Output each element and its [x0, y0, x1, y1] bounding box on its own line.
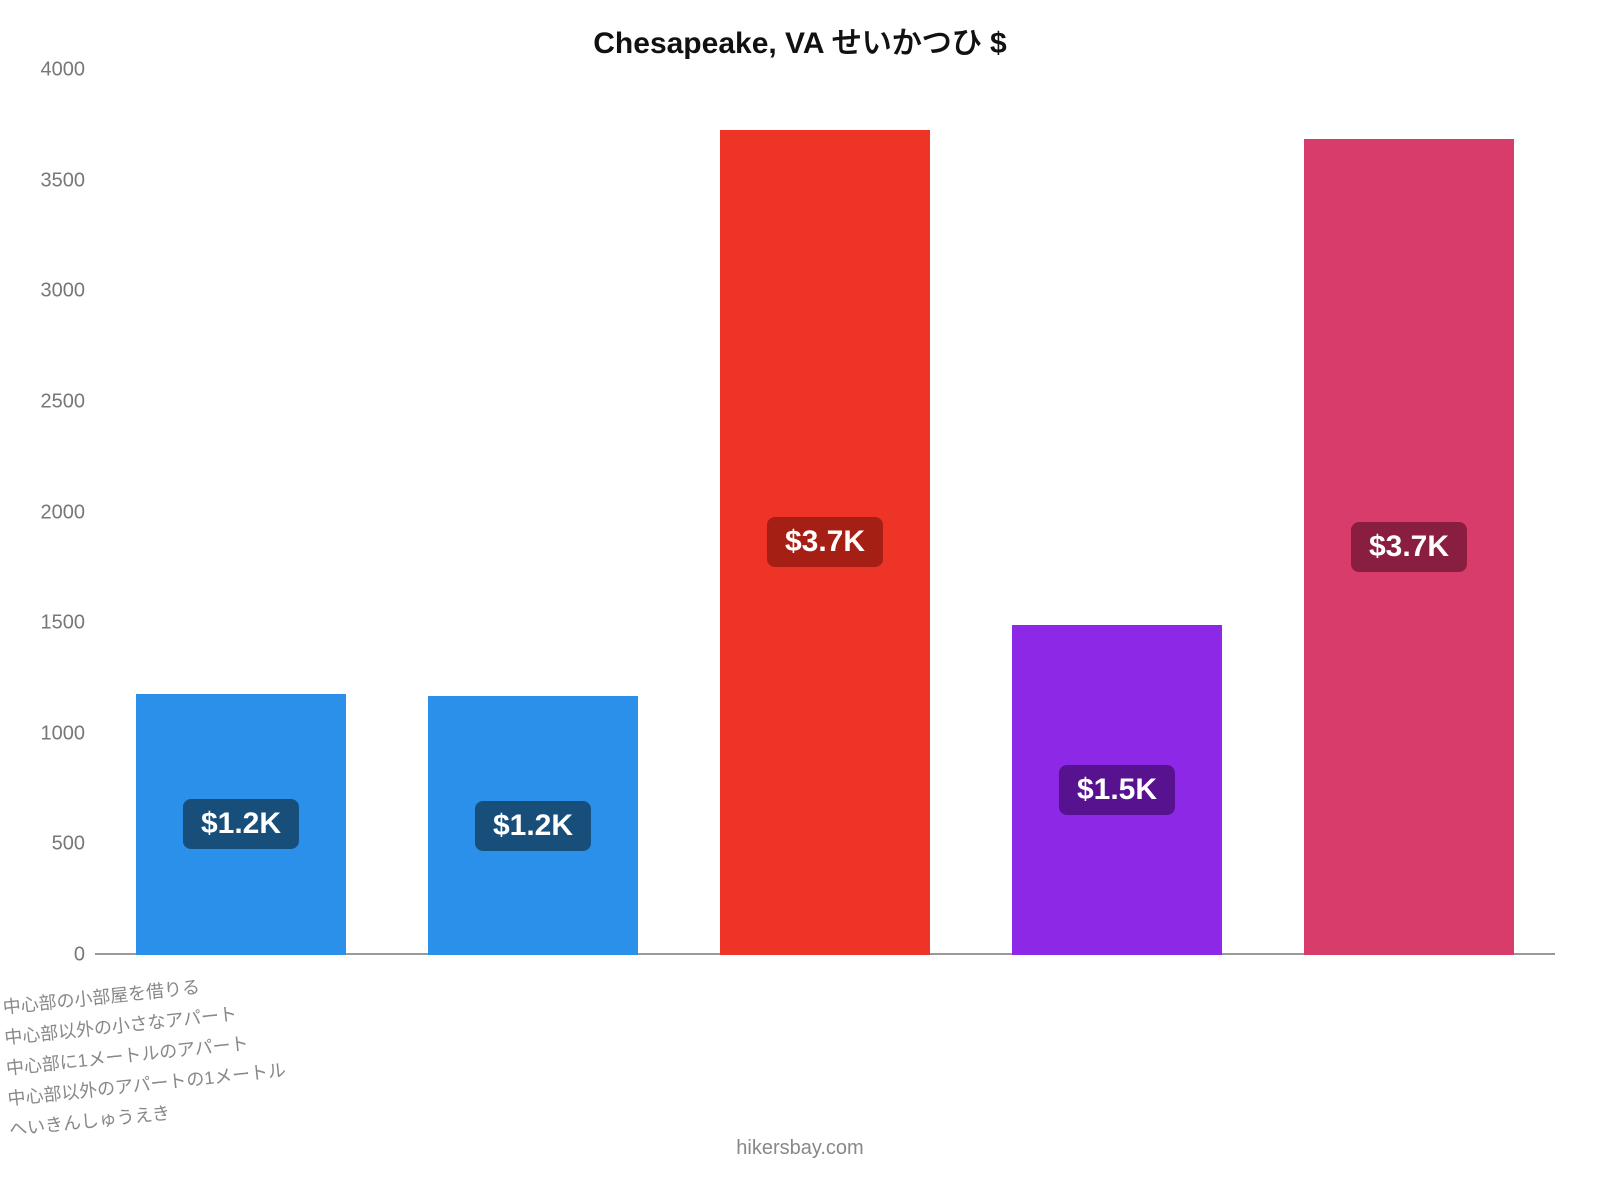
bar-value-badge: $1.2K — [183, 799, 299, 849]
bar: $1.2K — [428, 696, 638, 955]
bar: $3.7K — [1304, 139, 1514, 955]
y-tick-label: 4000 — [41, 59, 96, 82]
chart-title: Chesapeake, VA せいかつひ $ — [0, 18, 1600, 62]
y-tick-label: 2500 — [41, 390, 96, 413]
chart-container: Chesapeake, VA せいかつひ $ 05001000150020002… — [0, 0, 1600, 1200]
y-tick-label: 0 — [74, 944, 95, 967]
y-tick-label: 3000 — [41, 280, 96, 303]
bar-value-badge: $3.7K — [1351, 522, 1467, 572]
attribution-text: hikersbay.com — [0, 1137, 1600, 1160]
bar: $3.7K — [720, 130, 930, 955]
bar: $1.2K — [136, 694, 346, 955]
bar: $1.5K — [1012, 625, 1222, 955]
y-tick-label: 3500 — [41, 169, 96, 192]
plot-area: 05001000150020002500300035004000$1.2K$1.… — [95, 70, 1555, 955]
y-tick-label: 2000 — [41, 501, 96, 524]
y-tick-label: 1000 — [41, 722, 96, 745]
bar-value-badge: $3.7K — [767, 517, 883, 567]
y-tick-label: 500 — [52, 833, 95, 856]
bar-value-badge: $1.5K — [1059, 765, 1175, 815]
y-tick-label: 1500 — [41, 612, 96, 635]
bar-value-badge: $1.2K — [475, 801, 591, 851]
